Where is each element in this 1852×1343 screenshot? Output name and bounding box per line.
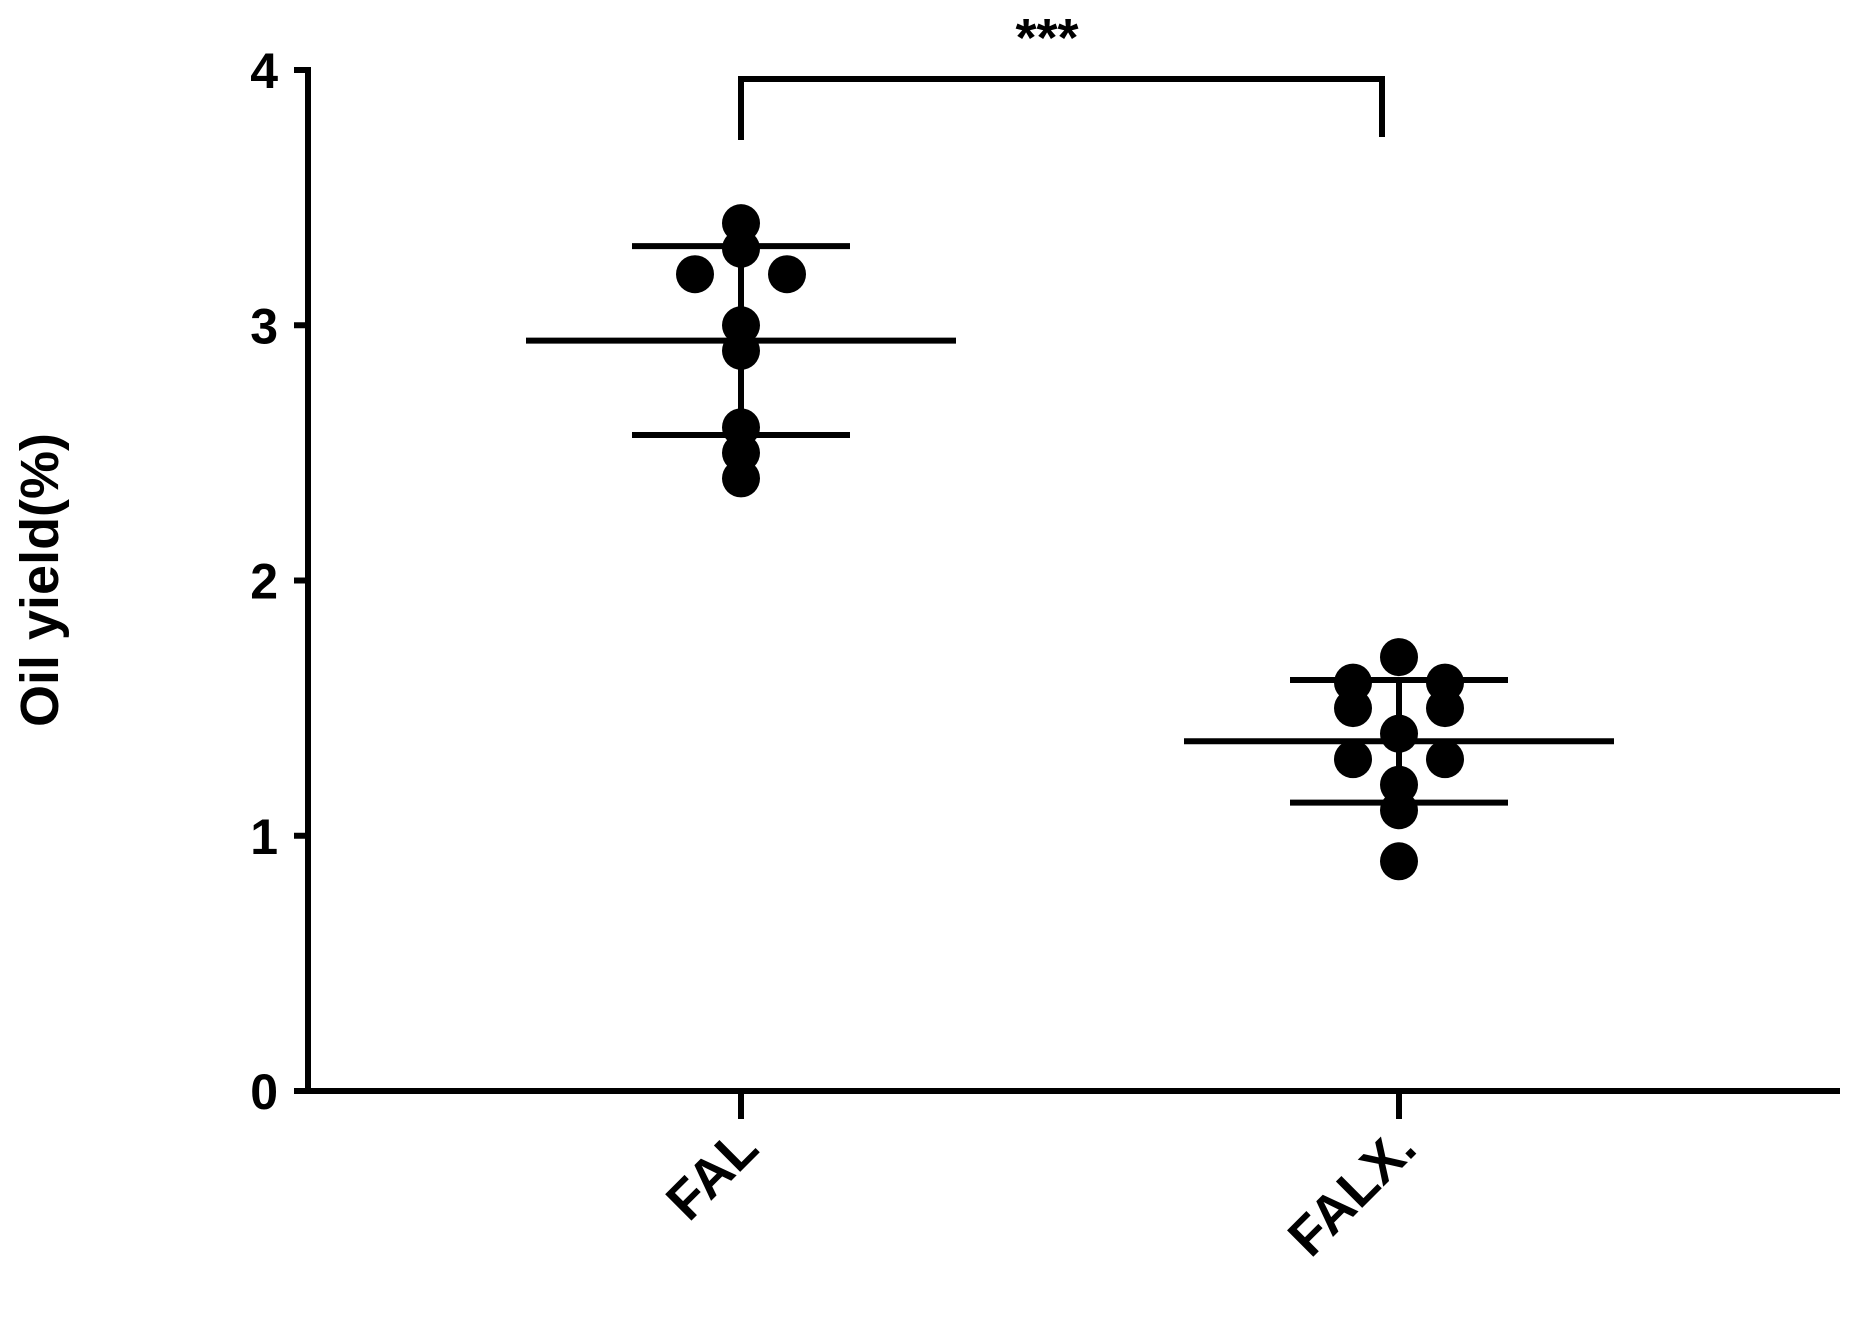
y-tick-label: 4 [250, 43, 278, 99]
data-point [1380, 842, 1418, 881]
y-tick-label: 3 [250, 298, 278, 354]
data-point [676, 255, 714, 294]
x-tick-label: FALX. [1277, 1117, 1428, 1268]
data-point [722, 204, 760, 243]
data-point [1334, 740, 1372, 779]
y-tick-label: 2 [250, 554, 278, 610]
y-tick-label: 1 [250, 809, 278, 865]
significance-label: *** [1015, 8, 1078, 68]
data-point [768, 255, 806, 294]
data-point [1380, 638, 1418, 677]
y-tick-label: 0 [250, 1064, 278, 1120]
x-tick-label: FAL [655, 1117, 770, 1232]
sd-error-bar [632, 243, 850, 439]
data-point [1334, 689, 1372, 728]
sd-error-bar [1290, 677, 1508, 806]
significance-bracket [738, 76, 1385, 140]
y-axis-label: Oil yield(%) [10, 433, 70, 727]
data-point [1426, 689, 1464, 728]
data-point [722, 459, 760, 498]
data-point [1426, 740, 1464, 779]
